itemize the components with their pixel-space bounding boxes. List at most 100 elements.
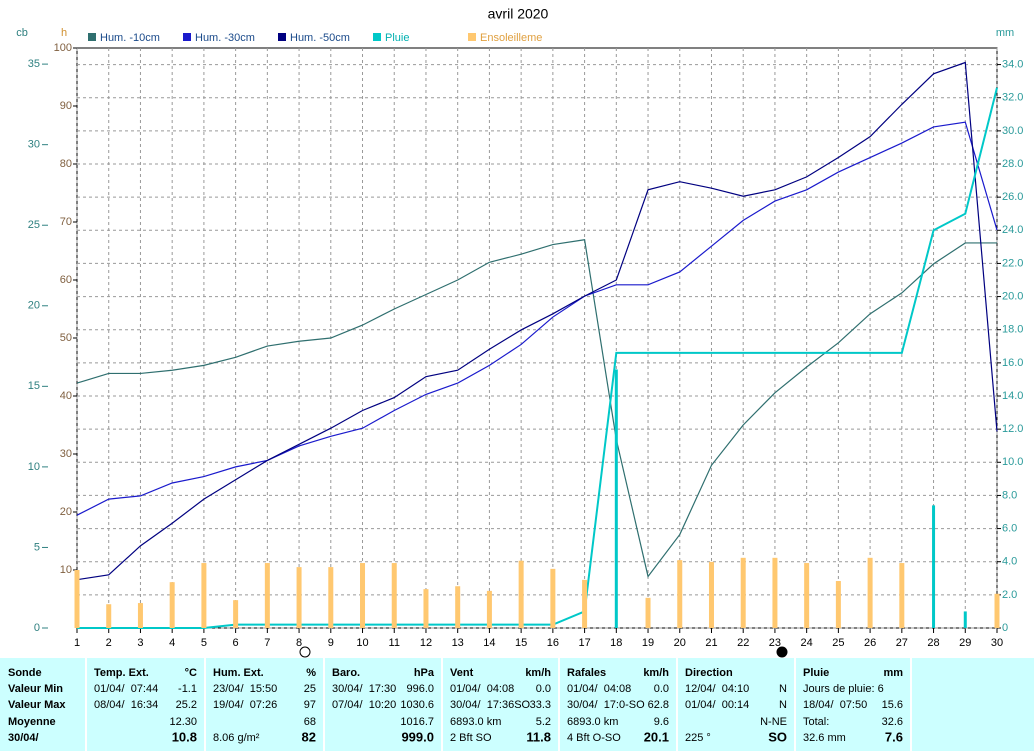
y-tick-label: 25	[28, 219, 40, 231]
x-tick-label: 18	[610, 637, 622, 649]
sun-bar	[169, 582, 175, 628]
sun-bar	[582, 579, 588, 628]
row-label: Valeur Max	[8, 699, 66, 711]
cell-value: 25	[304, 683, 316, 695]
cell-text: 8.06 g/m²	[213, 732, 260, 744]
moon-phase	[776, 646, 788, 658]
x-tick-label: 7	[264, 637, 270, 649]
cell-value: 32.6	[882, 716, 903, 728]
rain-bar	[932, 505, 936, 628]
legend-label: Hum. -10cm	[100, 32, 160, 44]
x-tick-label: 21	[705, 637, 717, 649]
x-tick-label: 22	[737, 637, 749, 649]
legend-swatch	[278, 33, 286, 41]
sun-bar	[740, 557, 746, 628]
row-label: 30/04/	[8, 732, 39, 744]
cell-text: 01/04/ 04:08	[450, 683, 514, 695]
x-tick-label: 28	[927, 637, 939, 649]
sun-bar	[423, 589, 429, 628]
col-header: Direction	[685, 667, 733, 679]
sun-bar	[804, 563, 810, 628]
y2-tick-label: 6.0	[1002, 522, 1017, 534]
x-tick-label: 13	[452, 637, 464, 649]
x-tick-label: 8	[296, 637, 302, 649]
sun-bar	[518, 560, 524, 628]
cell-value: SO	[768, 729, 787, 744]
sun-bar	[867, 557, 873, 628]
x-tick-label: 15	[515, 637, 527, 649]
cell-value: 97	[304, 699, 316, 711]
y2-tick-label: 14.0	[1002, 390, 1023, 402]
x-tick-label: 5	[201, 637, 207, 649]
y2-tick-label: 10.0	[1002, 456, 1023, 468]
x-tick-label: 14	[483, 637, 495, 649]
cell-value: 15.6	[882, 699, 903, 711]
legend-label: Ensoleilleme	[480, 32, 542, 44]
x-tick-label: 30	[991, 637, 1003, 649]
cell-value: -1.1	[178, 683, 197, 695]
x-tick-label: 10	[356, 637, 368, 649]
y2-tick-label: 30.0	[1002, 125, 1023, 137]
cell-value: 20.1	[644, 729, 669, 744]
col-unit: mm	[883, 667, 903, 679]
cell-text: 23/04/ 15:50	[213, 683, 277, 695]
sun-bar	[233, 600, 239, 628]
y-tick-label: 0	[34, 622, 40, 634]
y3-tick-label: 30	[60, 448, 72, 460]
y2-tick-label: 12.0	[1002, 423, 1023, 435]
cell-value: 25.2	[176, 699, 197, 711]
cell-value: 9.6	[654, 716, 669, 728]
cell-text: 6893.0 km	[567, 716, 618, 728]
x-tick-label: 20	[674, 637, 686, 649]
y3-tick-label: 80	[60, 158, 72, 170]
col-unit: °C	[185, 667, 197, 679]
y2-tick-label: 32.0	[1002, 92, 1023, 104]
row-label: Sonde	[8, 667, 42, 679]
y2-tick-label: 8.0	[1002, 489, 1017, 501]
y3-tick-label: 50	[60, 332, 72, 344]
x-tick-label: 6	[233, 637, 239, 649]
cell-value: 0.0	[654, 683, 669, 695]
rain-bar	[614, 369, 618, 628]
y-tick-label: 30	[28, 139, 40, 151]
sun-bar	[106, 604, 112, 628]
sun-bar	[137, 603, 143, 628]
sun-bar	[264, 563, 270, 628]
y3-tick-label: 60	[60, 274, 72, 286]
legend-swatch	[373, 33, 381, 41]
sun-bar	[486, 590, 492, 628]
cell-text: 01/04/ 04:08	[567, 683, 631, 695]
series-line	[76, 61, 998, 581]
x-tick-label: 3	[137, 637, 143, 649]
rain-bar	[963, 611, 967, 628]
x-tick-label: 23	[769, 637, 781, 649]
col-unit: hPa	[414, 667, 435, 679]
cell-value: 7.6	[885, 729, 903, 744]
row-label: Valeur Min	[8, 683, 63, 695]
series-line	[77, 87, 998, 629]
cell-value: 12.30	[169, 716, 197, 728]
x-tick-label: 27	[896, 637, 908, 649]
cell-text: 01/04/ 07:44	[94, 683, 158, 695]
sun-bar	[74, 570, 80, 628]
y-tick-label: 20	[28, 300, 40, 312]
cell-text: 01/04/ 00:14	[685, 699, 749, 711]
x-tick-label: 29	[959, 637, 971, 649]
y-axis-label: cb	[16, 27, 28, 39]
col-unit: km/h	[643, 667, 669, 679]
y2-tick-label: 4.0	[1002, 556, 1017, 568]
chart-title: avril 2020	[488, 6, 549, 22]
cell-text: 12/04/ 04:10	[685, 683, 749, 695]
y-tick-label: 10	[28, 461, 40, 473]
y3-tick-label: 40	[60, 390, 72, 402]
cell-text: 225 °	[685, 732, 711, 744]
cell-value: 82	[302, 729, 316, 744]
y2-tick-label: 20.0	[1002, 290, 1023, 302]
col-header: Pluie	[803, 667, 829, 679]
y2-axis-label: mm	[996, 27, 1014, 39]
sun-bar	[708, 561, 714, 628]
cell-value: 33.3	[530, 699, 551, 711]
x-tick-label: 25	[832, 637, 844, 649]
x-tick-label: 4	[169, 637, 175, 649]
y2-tick-label: 34.0	[1002, 58, 1023, 70]
